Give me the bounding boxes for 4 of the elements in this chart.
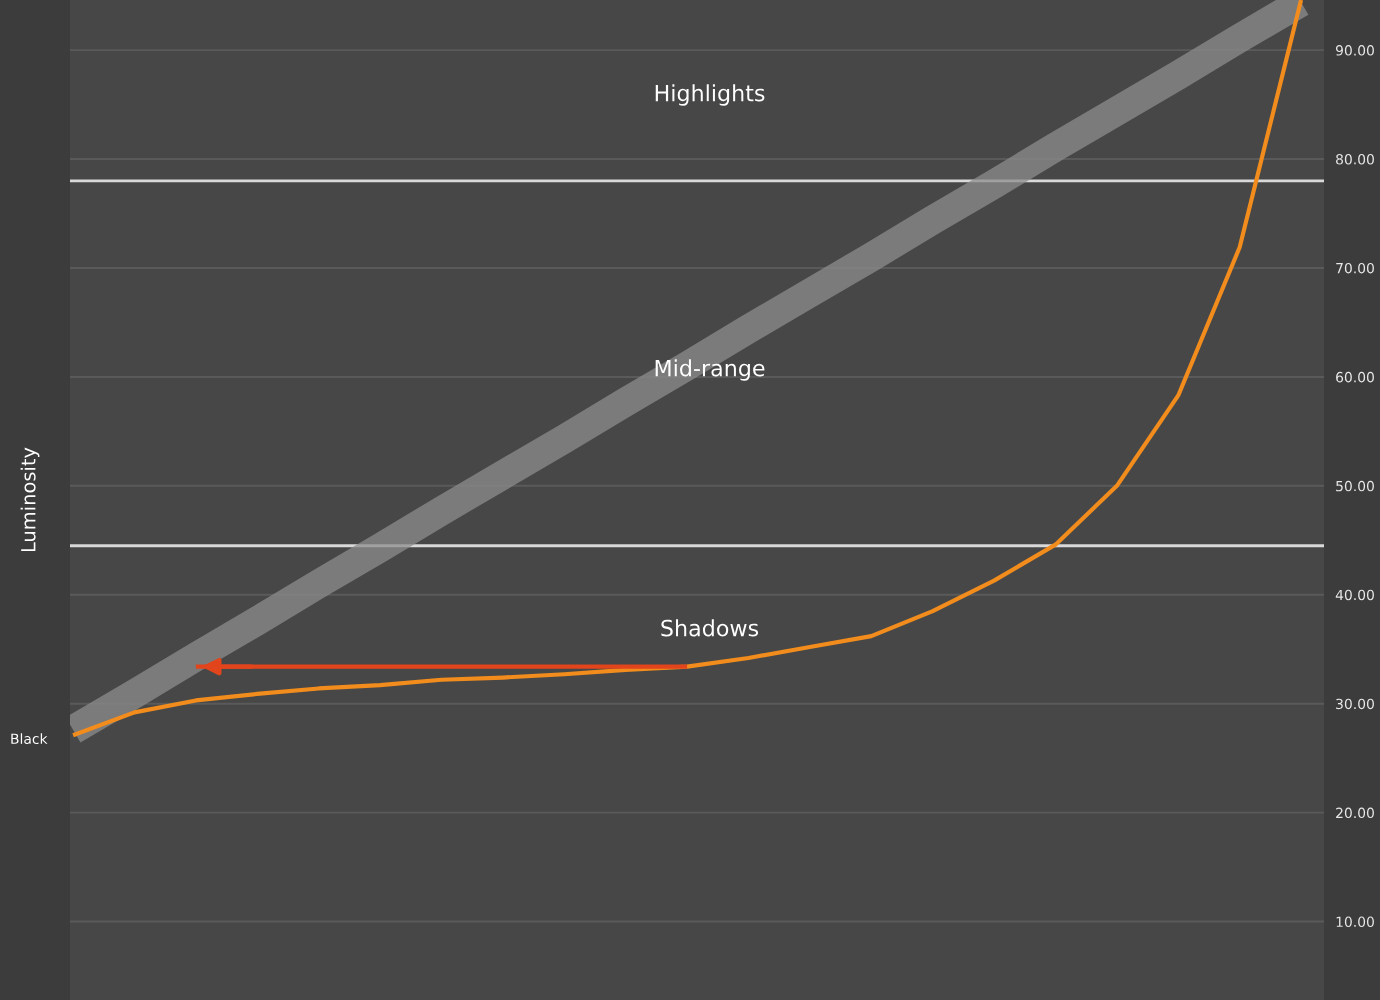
- annotation: Mid-range: [655, 359, 765, 381]
- y-axis-title: Luminosity: [20, 447, 40, 552]
- annotation: Shadows: [661, 619, 759, 637]
- annotation: Highlights: [655, 84, 765, 106]
